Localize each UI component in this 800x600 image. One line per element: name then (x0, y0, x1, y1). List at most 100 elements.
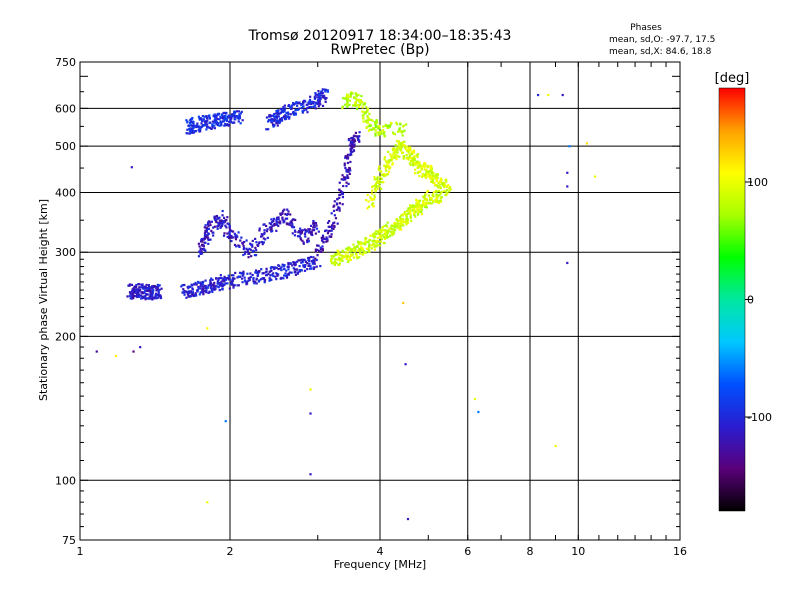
data-point (394, 224, 397, 227)
data-point (411, 158, 414, 161)
data-point (314, 101, 318, 104)
data-point (224, 278, 228, 281)
data-point (312, 267, 315, 271)
data-point (216, 282, 219, 285)
data-point (230, 114, 233, 117)
data-point (383, 134, 386, 137)
data-point (379, 131, 382, 134)
data-point (210, 289, 214, 292)
data-point (202, 248, 206, 251)
data-point (286, 111, 290, 114)
data-point (400, 228, 403, 231)
data-point (224, 115, 227, 118)
data-point (330, 259, 333, 262)
data-point (372, 185, 375, 188)
data-point (263, 231, 266, 234)
data-point (338, 193, 341, 197)
data-point (203, 284, 206, 287)
data-point (142, 292, 145, 295)
data-point (439, 199, 442, 202)
data-point (367, 200, 370, 203)
data-point (357, 93, 360, 97)
data-point (366, 116, 369, 119)
data-point (411, 209, 414, 212)
data-point (245, 280, 249, 283)
data-point (278, 112, 281, 115)
data-point (389, 121, 393, 125)
data-point (396, 219, 400, 223)
data-point (269, 277, 272, 280)
x-tick-label: 4 (377, 545, 384, 558)
data-point (351, 138, 354, 142)
data-point (205, 289, 208, 293)
data-point (393, 155, 396, 158)
data-point (282, 108, 285, 111)
data-point (268, 279, 271, 282)
data-point (95, 350, 98, 353)
data-point (201, 252, 204, 255)
data-point (298, 235, 301, 238)
data-point (201, 238, 205, 241)
data-point (236, 235, 239, 238)
data-point (346, 97, 349, 100)
data-point (330, 225, 333, 229)
data-point (157, 290, 160, 294)
data-point (336, 263, 340, 266)
data-point (394, 222, 397, 225)
data-point (416, 160, 419, 163)
data-point (267, 128, 270, 131)
data-point (289, 262, 292, 265)
data-point (285, 111, 288, 114)
data-point (419, 164, 422, 167)
data-point (240, 272, 243, 275)
data-point (204, 224, 207, 227)
data-point (387, 229, 390, 232)
data-point (265, 270, 268, 273)
data-point (380, 173, 384, 176)
data-point (331, 227, 334, 230)
data-point (373, 184, 377, 187)
data-point (419, 207, 423, 211)
data-point (274, 275, 277, 278)
data-point (343, 164, 346, 167)
data-point (448, 186, 452, 189)
data-point (382, 129, 385, 132)
data-point (446, 192, 449, 195)
data-point (365, 106, 368, 109)
data-point (245, 281, 248, 285)
data-point (391, 162, 394, 165)
data-point (304, 263, 307, 267)
data-point (282, 265, 285, 268)
data-point (364, 238, 367, 241)
data-point (289, 106, 292, 109)
data-point (412, 209, 416, 212)
data-point (254, 246, 257, 249)
data-point (346, 251, 349, 254)
data-point (218, 112, 221, 116)
data-point (375, 241, 378, 244)
data-point (146, 293, 149, 296)
data-point (352, 104, 355, 107)
data-point (318, 102, 321, 105)
data-point (427, 164, 430, 167)
data-point (341, 259, 344, 262)
data-point (340, 178, 343, 181)
data-point (199, 281, 202, 284)
data-point (212, 234, 215, 237)
data-point (409, 213, 412, 216)
data-point (213, 119, 216, 123)
data-point (154, 294, 158, 297)
data-point (218, 216, 221, 219)
data-point (128, 295, 131, 298)
data-point (225, 226, 228, 229)
y-tick-label: 200 (55, 330, 76, 343)
data-point (241, 271, 244, 275)
data-point (216, 123, 219, 127)
data-point (416, 206, 419, 209)
data-point (221, 285, 224, 288)
data-point (205, 226, 208, 230)
data-point (335, 208, 338, 212)
data-point (259, 235, 263, 238)
data-point (349, 152, 353, 155)
data-point (416, 153, 420, 156)
